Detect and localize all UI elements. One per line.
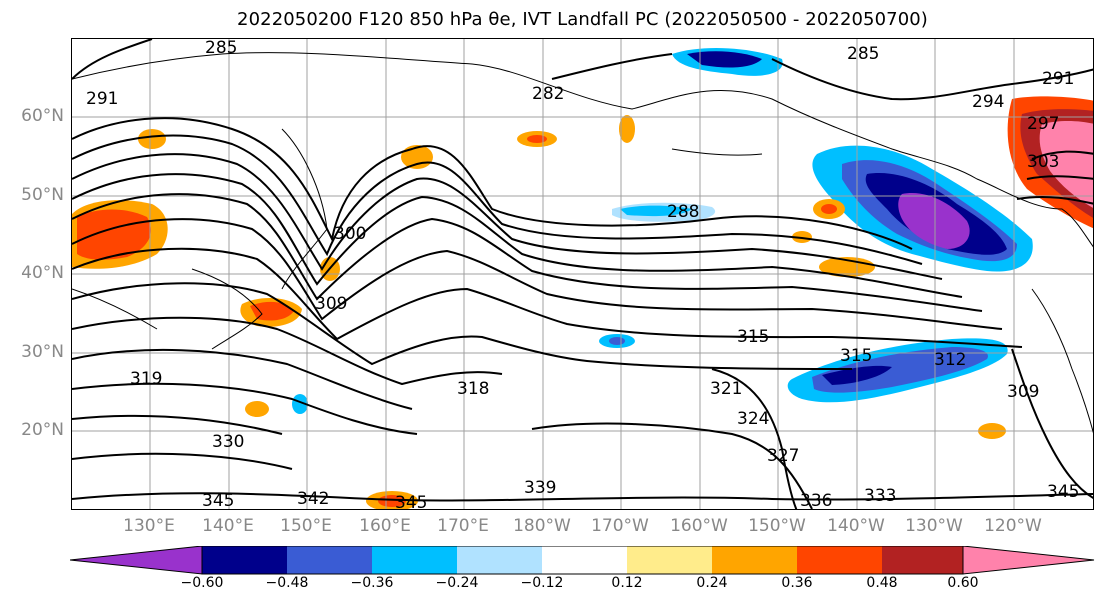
colorbar-swatch-5: [457, 546, 542, 574]
lon-label-160e: 160°E: [359, 516, 411, 536]
lon-label-160w: 160°W: [670, 516, 728, 536]
colorbar-tick: −0.48: [265, 575, 309, 591]
contour-label: 297: [1027, 114, 1059, 134]
contour-label: 300: [334, 224, 366, 244]
map-panel: 285 291 282 285 291 294 297 303 288 300 …: [71, 38, 1094, 510]
contour-label: 330: [212, 432, 244, 452]
colorbar-swatch-3: [287, 546, 372, 574]
colorbar-tick: −0.60: [180, 575, 224, 591]
colorbar-svg: [69, 545, 1095, 575]
lon-label-120w: 120°W: [984, 516, 1042, 536]
lon-label-180w: 180°W: [513, 516, 571, 536]
graticule: [72, 39, 1093, 509]
colorbar-swatch-9: [797, 546, 882, 574]
contour-label: 342: [297, 489, 329, 509]
lon-label-170w: 170°W: [591, 516, 649, 536]
map-canvas: 285 291 282 285 291 294 297 303 288 300 …: [72, 39, 1093, 510]
ivt-shading: [72, 47, 1093, 509]
colorbar-tick: −0.12: [520, 575, 564, 591]
colorbar-swatch-7: [627, 546, 712, 574]
contour-label: 336: [800, 491, 832, 510]
colorbar-tick: 0.60: [947, 575, 979, 591]
contour-label: 288: [667, 202, 699, 222]
colorbar-swatch-2: [202, 546, 287, 574]
contour-label: 345: [1047, 482, 1079, 502]
contour-label: 321: [710, 379, 742, 399]
lon-label-170e: 170°E: [437, 516, 489, 536]
contour-label: 291: [1042, 69, 1074, 89]
lon-label-140e: 140°E: [202, 516, 254, 536]
lon-label-140w: 140°W: [827, 516, 885, 536]
contour-label: 339: [524, 478, 556, 498]
colorbar-tick: −0.36: [350, 575, 394, 591]
contour-label: 319: [130, 369, 162, 389]
colorbar-swatch-8: [712, 546, 797, 574]
contour-label: 318: [457, 379, 489, 399]
contour-label: 315: [840, 346, 872, 366]
contour-label: 291: [86, 89, 118, 109]
lat-label-60n: 60°N: [21, 106, 64, 126]
theta-e-contours: [72, 39, 1093, 509]
colorbar-swatch-10: [882, 546, 963, 574]
contour-label: 345: [395, 493, 427, 510]
contour-label: 294: [972, 92, 1004, 112]
map-title: 2022050200 F120 850 hPa θe, IVT Landfall…: [237, 9, 928, 30]
contour-label: 345: [202, 491, 234, 510]
contour-label: 309: [1007, 382, 1039, 402]
lon-label-130e: 130°E: [123, 516, 175, 536]
contour-label: 303: [1027, 152, 1059, 172]
contour-label: 324: [737, 409, 769, 429]
contour-label: 285: [847, 44, 879, 64]
colorbar-swatch-11: [962, 545, 1095, 575]
colorbar: [69, 545, 1096, 580]
contour-labels: 285 291 282 285 291 294 297 303 288 300 …: [86, 39, 1079, 510]
contour-label: 312: [934, 350, 966, 370]
contour-label: 327: [767, 446, 799, 466]
colorbar-tick: 0.24: [696, 575, 728, 591]
colorbar-swatch-6: [542, 546, 627, 574]
lat-label-20n: 20°N: [21, 420, 64, 440]
colorbar-tick: −0.24: [435, 575, 479, 591]
colorbar-swatch-4: [372, 546, 457, 574]
lat-label-50n: 50°N: [21, 185, 64, 205]
contour-label: 309: [315, 294, 347, 314]
lon-label-150e: 150°E: [280, 516, 332, 536]
colorbar-tick: 0.12: [611, 575, 643, 591]
colorbar-tick: 0.48: [866, 575, 898, 591]
lat-label-40n: 40°N: [21, 263, 64, 283]
lon-label-150w: 150°W: [748, 516, 806, 536]
contour-label: 315: [737, 327, 769, 347]
contour-label: 282: [532, 84, 564, 104]
contour-label: 333: [864, 486, 896, 506]
lon-label-130w: 130°W: [905, 516, 963, 536]
colorbar-swatch-1: [69, 545, 203, 575]
contour-label: 285: [205, 39, 237, 58]
colorbar-tick: 0.36: [781, 575, 813, 591]
lat-label-30n: 30°N: [21, 342, 64, 362]
